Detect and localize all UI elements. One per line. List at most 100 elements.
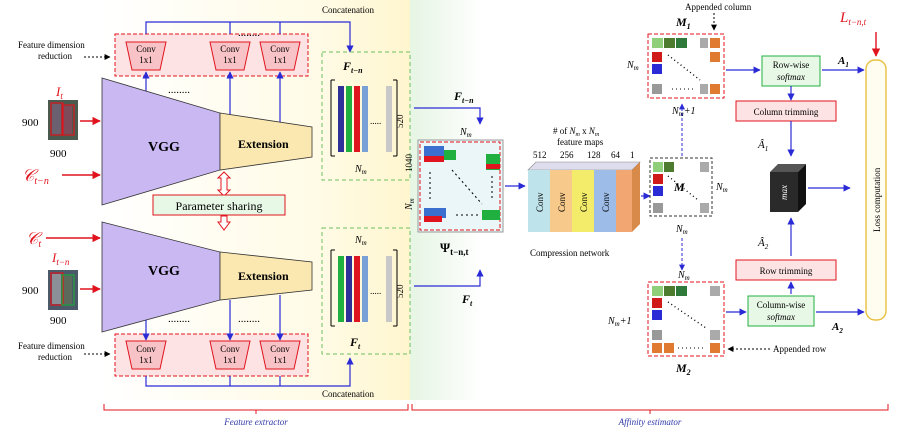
a1-label: A1 [837, 55, 849, 69]
conv-label: Conv [220, 44, 240, 54]
fdr-bottom-line2: reduction [38, 352, 72, 362]
conv-bottom-3: Conv 1x1 [259, 340, 301, 370]
col-trim-label: Column trimming [754, 107, 819, 117]
conv-bottom-2: Conv 1x1 [209, 340, 251, 370]
max-label: max [779, 185, 789, 200]
param-sharing-label: Parameter sharing [176, 199, 263, 213]
conv-label: Conv [270, 44, 290, 54]
matrix-m [649, 157, 713, 217]
svg-text:.....: ..... [370, 116, 381, 126]
conv-label-2: 1x1 [223, 55, 237, 65]
col-softmax-1: Column-wise [757, 300, 806, 310]
row-softmax-2: softmax [777, 72, 805, 82]
conv-2: Conv [557, 192, 567, 212]
fdr-top-line1: Feature dimension [18, 40, 85, 50]
channel-64: 64 [611, 150, 621, 160]
m-label: M [673, 180, 685, 194]
channel-labels: 512 256 128 64 1 [533, 150, 635, 160]
input-bottom-w: 900 [22, 285, 39, 297]
concat-bottom: Concatenation [322, 389, 374, 399]
feat-bottom-label: Ft [349, 335, 361, 351]
conv-bottom-1: Conv 1x1 [125, 340, 167, 370]
affinity-estimator-label: Affinity estimator [618, 417, 682, 427]
conv-3: Conv [579, 192, 589, 212]
m2-nm-top: Nm [677, 270, 690, 282]
svg-text:.....: ..... [370, 286, 381, 296]
share-arrow-top [216, 171, 232, 197]
fdr-bottom-line1: Feature dimension [18, 341, 85, 351]
feat-bottom-bars: ..... [330, 249, 398, 327]
input-top-c: 𝒞t−n [22, 166, 49, 187]
conv-top-2: Conv 1x1 [209, 41, 251, 71]
dots-bottom-2: ........ [238, 313, 260, 325]
aff-f-t: Ft [461, 292, 473, 308]
conv-label: Conv [136, 44, 156, 54]
vgg-bottom-label: VGG [148, 264, 180, 279]
m2-nm-plus: Nm+1 [607, 316, 631, 328]
conv-label-2: 1x1 [273, 355, 287, 365]
input-top-w: 900 [22, 117, 39, 129]
input-bottom-c: 𝒞t [26, 229, 43, 250]
a2-label: A2 [831, 321, 843, 335]
feat-top-bars: ..... [330, 79, 398, 157]
feature-extractor-label: Feature extractor [223, 417, 288, 427]
conv-label-2: 1x1 [273, 55, 287, 65]
channel-1: 1 [630, 150, 635, 160]
conv-label-2: 1x1 [223, 355, 237, 365]
input-top-label: It [55, 84, 63, 101]
appended-col-label: Appended column [685, 2, 752, 12]
dots-top: ........ [168, 84, 190, 96]
col-softmax-box [747, 295, 815, 327]
channel-256: 256 [560, 150, 574, 160]
conv-4: Conv [601, 192, 611, 212]
loss-symbol: Lt−n,t [839, 10, 867, 27]
a1-hat-label: Â1 [757, 139, 768, 153]
col-softmax-2: softmax [767, 312, 795, 322]
psi-tensor [417, 139, 504, 233]
feat-top-box [321, 51, 411, 181]
row-softmax-1: Row-wise [773, 60, 810, 70]
conv-label: Conv [220, 344, 240, 354]
fdr-top-line2: reduction [38, 51, 72, 61]
vgg-top-label: VGG [148, 140, 180, 155]
feat-top-dim: 520 [395, 114, 405, 128]
maps-line2: feature maps [557, 137, 604, 147]
channel-512: 512 [533, 150, 547, 160]
m-nm-side: Nm [715, 182, 728, 194]
appended-row-label: Appended row [773, 344, 827, 354]
m1-label: M1 [675, 15, 691, 31]
conv-label: Conv [270, 344, 290, 354]
compression-label: Compression network [530, 248, 610, 258]
dots-bottom: ........ [168, 313, 190, 325]
m2-label: M2 [675, 361, 691, 377]
a2-hat-label: Â2 [757, 237, 769, 251]
conv-label-2: 1x1 [139, 355, 153, 365]
extension-top-label: Extension [238, 137, 289, 151]
m-nm-bottom: Nm [675, 224, 688, 236]
input-bottom-image [48, 270, 78, 310]
col-trim-box [735, 100, 837, 122]
conv-label-2: 1x1 [139, 55, 153, 65]
conv-label: Conv [136, 344, 156, 354]
dots-top-2: ........ [238, 27, 260, 39]
concat-top: Concatenation [322, 5, 374, 15]
psi-1040: 1040 [404, 154, 414, 173]
input-bottom-label: It−n [51, 250, 70, 267]
loss-box [865, 59, 887, 321]
conv-top-1: Conv 1x1 [125, 41, 167, 71]
extension-bottom-label: Extension [238, 269, 289, 283]
share-arrow-bottom [217, 215, 231, 231]
conv-1: Conv [535, 192, 545, 212]
input-top-h: 900 [50, 148, 67, 160]
input-top-image [48, 100, 78, 140]
extension-bottom [219, 251, 313, 301]
param-sharing-box [152, 194, 286, 216]
m1-nm-plus: Nm+1 [671, 106, 695, 118]
input-bottom-h: 900 [50, 315, 67, 327]
row-trim-box [735, 259, 837, 281]
loss-label: Loss computation [872, 167, 882, 232]
feat-bottom-box [321, 227, 411, 355]
matrix-m1 [647, 33, 725, 99]
max-block [770, 164, 806, 212]
